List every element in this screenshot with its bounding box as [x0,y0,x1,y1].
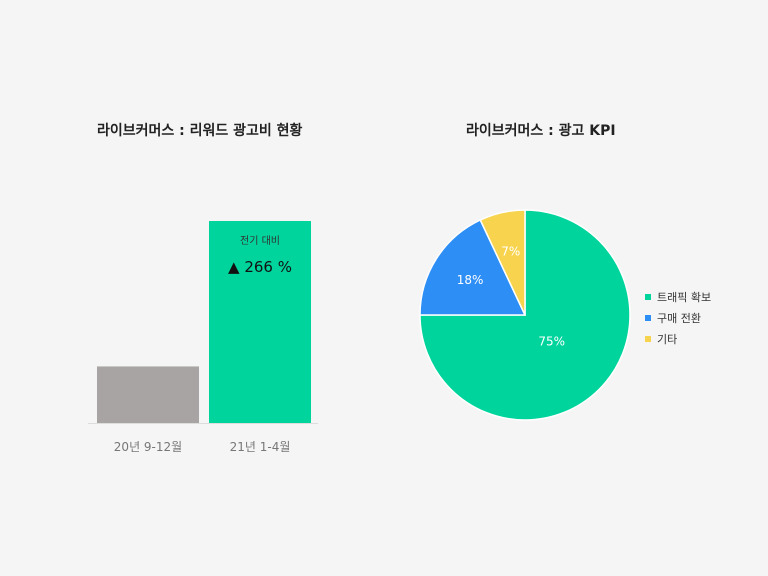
legend-item-0: 트래픽 확보 [645,286,711,307]
pie-label-1: 18% [457,273,484,287]
legend-swatch-2 [645,335,651,342]
x-tick-label-1: 21년 1-4월 [230,440,291,454]
legend-swatch-0 [645,293,651,300]
bar-1 [209,221,311,423]
bar-chart-title: 라이브커머스 : 리워드 광고비 현황 [97,123,303,139]
legend-swatch-1 [645,314,651,321]
legend-label-0: 트래픽 확보 [657,290,712,304]
legend-label-2: 기타 [657,332,678,346]
pie-label-0: 75% [538,335,565,349]
x-tick-label-0: 20년 9-12월 [114,440,182,454]
legend-item-1: 구매 전환 [645,307,711,328]
pie-label-2: 7% [501,244,520,258]
pie-slice-2 [479,209,526,316]
pie-slice-1 [419,218,527,316]
legend-label-1: 구매 전환 [657,311,701,325]
legend-item-2: 기타 [645,328,711,349]
annotation-label: 전기 대비 [240,235,280,247]
annotation-value: ▲ 266 % [228,258,292,276]
pie-chart-title: 라이브커머스 : 광고 KPI [466,123,616,139]
bar-0 [97,366,199,423]
pie-slice-0 [419,209,631,421]
